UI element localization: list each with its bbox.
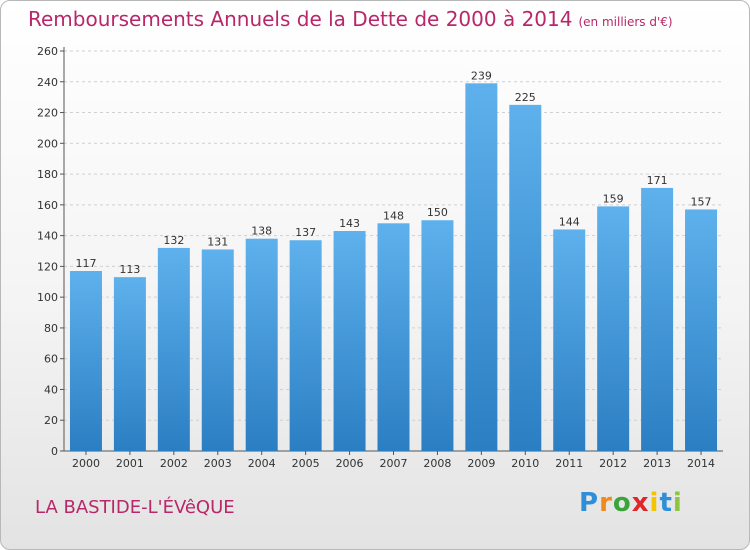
y-tick-label: 100 [37, 291, 58, 304]
bar [289, 240, 322, 451]
bar-value-label: 157 [691, 195, 712, 208]
y-tick-label: 220 [37, 107, 58, 120]
logo-letter: o [612, 488, 632, 518]
x-tick-label: 2013 [643, 457, 671, 470]
y-tick-label: 160 [37, 199, 58, 212]
x-tick-label: 2003 [204, 457, 232, 470]
y-tick-label: 80 [44, 322, 58, 335]
x-tick-label: 2004 [248, 457, 276, 470]
bar-value-label: 132 [163, 234, 184, 247]
x-tick-label: 2012 [599, 457, 627, 470]
logo-letter: i [649, 488, 660, 518]
logo-letter: t [659, 488, 673, 518]
x-tick-label: 2009 [467, 457, 495, 470]
x-tick-label: 2002 [160, 457, 188, 470]
chart-title: Remboursements Annuels de la Dette de 20… [28, 7, 673, 31]
bar-value-label: 225 [515, 91, 536, 104]
logo-letter: x [631, 488, 650, 518]
bar-value-label: 131 [207, 235, 228, 248]
y-tick-label: 120 [37, 260, 58, 273]
y-tick-label: 260 [37, 45, 58, 58]
y-tick-label: 60 [44, 353, 58, 366]
chart-title-text: Remboursements Annuels de la Dette de 20… [28, 7, 573, 31]
bar [685, 209, 718, 451]
x-tick-label: 2007 [380, 457, 408, 470]
bar [597, 206, 630, 451]
commune-name: LA BASTIDE-L'ÉVêQUE [35, 497, 235, 518]
bar-value-label: 138 [251, 225, 272, 238]
x-tick-label: 2008 [423, 457, 451, 470]
x-tick-label: 2006 [336, 457, 364, 470]
bar [509, 104, 542, 451]
bar [69, 271, 102, 451]
bar-value-label: 144 [559, 215, 580, 228]
bar-value-label: 137 [295, 226, 316, 239]
logo-letter: i [672, 488, 683, 518]
bar-value-label: 117 [75, 257, 96, 270]
chart-unit: (en milliers d'€) [578, 15, 673, 29]
bar-value-label: 148 [383, 209, 404, 222]
bar [421, 220, 454, 451]
x-tick-label: 2005 [292, 457, 320, 470]
bar [113, 277, 146, 451]
x-tick-label: 2011 [555, 457, 583, 470]
x-tick-label: 2001 [116, 457, 144, 470]
bar-value-label: 239 [471, 69, 492, 82]
bar [157, 247, 190, 451]
x-tick-label: 2010 [511, 457, 539, 470]
bar [377, 223, 410, 451]
y-tick-label: 40 [44, 383, 58, 396]
bar-value-label: 159 [603, 192, 624, 205]
bar [553, 229, 586, 451]
bar-value-label: 150 [427, 206, 448, 219]
logo-letter: r [599, 488, 613, 518]
logo-letter: P [579, 488, 600, 518]
bar-value-label: 171 [647, 174, 668, 187]
bar [201, 249, 234, 451]
bar [465, 83, 498, 452]
x-tick-label: 2014 [687, 457, 715, 470]
y-tick-label: 180 [37, 168, 58, 181]
bar [333, 231, 366, 451]
y-tick-label: 20 [44, 414, 58, 427]
bar [641, 187, 674, 451]
y-tick-label: 200 [37, 137, 58, 150]
proxiti-logo: Proxiti [579, 488, 683, 518]
y-tick-label: 0 [51, 445, 58, 458]
x-tick-label: 2000 [72, 457, 100, 470]
bar-value-label: 113 [119, 263, 140, 276]
y-tick-label: 140 [37, 230, 58, 243]
y-tick-label: 240 [37, 76, 58, 89]
bar [245, 238, 278, 451]
bar-value-label: 143 [339, 217, 360, 230]
